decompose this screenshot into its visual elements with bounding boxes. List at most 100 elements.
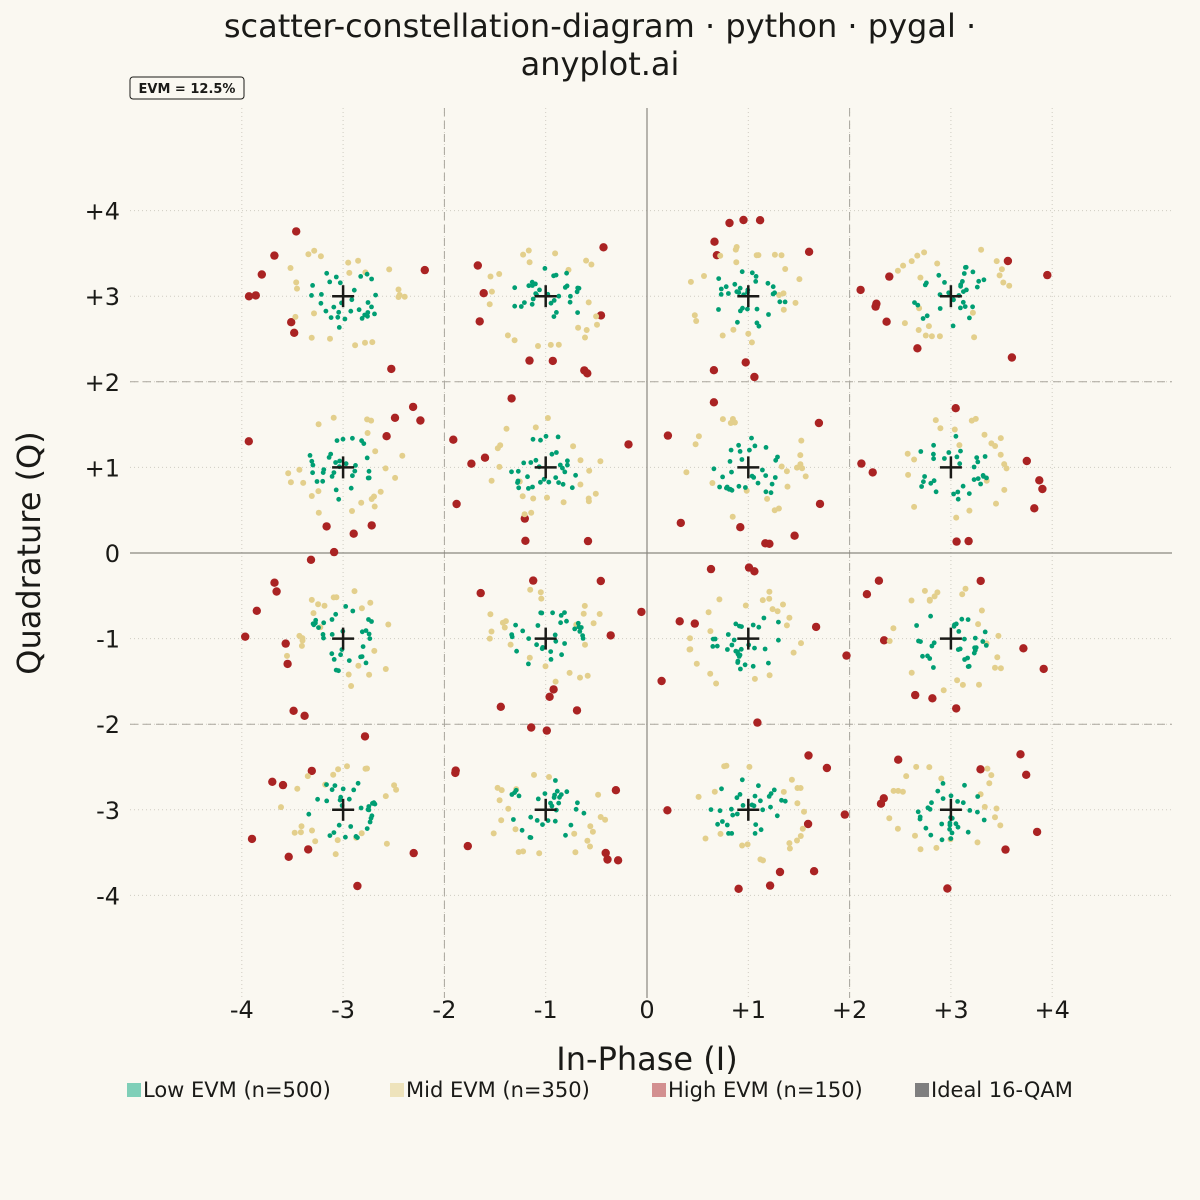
data-point: [913, 344, 922, 353]
data-point: [763, 489, 769, 495]
data-point: [358, 274, 364, 279]
data-point: [330, 771, 337, 778]
data-point: [759, 597, 766, 604]
data-point: [549, 685, 558, 694]
data-point: [743, 485, 748, 490]
data-point: [504, 332, 511, 339]
data-point: [552, 632, 558, 638]
data-point: [933, 489, 939, 495]
data-point: [316, 625, 321, 630]
data-point: [529, 576, 538, 585]
data-point: [330, 414, 337, 421]
data-point: [525, 474, 530, 480]
data-point: [321, 602, 328, 609]
data-point: [716, 307, 721, 312]
data-point: [936, 272, 942, 278]
data-point: [994, 654, 1001, 661]
y-tick-label: +1: [85, 454, 120, 482]
data-point: [756, 624, 762, 630]
data-point: [520, 251, 527, 258]
data-point: [317, 253, 324, 260]
data-point: [310, 283, 315, 288]
data-point: [749, 270, 755, 276]
ideal-point-marker: [939, 627, 962, 650]
data-point: [366, 671, 373, 678]
data-point: [982, 454, 988, 459]
data-point: [958, 283, 963, 289]
data-point: [736, 442, 741, 448]
data-point: [963, 264, 969, 270]
data-point: [814, 418, 824, 428]
data-point: [753, 718, 762, 727]
data-point: [937, 306, 943, 311]
data-point: [550, 610, 555, 616]
data-point: [956, 629, 962, 634]
data-point: [309, 458, 315, 464]
data-point: [736, 483, 742, 489]
ideal-point-marker: [332, 456, 355, 479]
data-point: [329, 632, 335, 637]
data-point: [356, 307, 362, 313]
data-point: [797, 452, 804, 459]
data-point: [954, 454, 960, 460]
x-tick-label: +4: [1035, 996, 1070, 1024]
data-point: [583, 327, 590, 333]
data-point: [957, 461, 963, 467]
data-point: [758, 827, 764, 833]
data-point: [804, 751, 813, 760]
data-point: [351, 588, 358, 595]
data-point: [557, 462, 563, 468]
data-point: [582, 641, 588, 648]
data-point: [984, 765, 991, 772]
data-point: [981, 277, 987, 283]
data-point: [950, 323, 956, 329]
data-point: [894, 755, 903, 764]
data-point: [976, 681, 982, 688]
data-point: [553, 475, 559, 480]
data-point: [755, 480, 761, 486]
data-point: [369, 276, 374, 282]
data-point: [365, 475, 371, 481]
data-point: [934, 589, 941, 596]
data-point: [905, 471, 912, 478]
data-point: [562, 641, 567, 646]
data-point: [382, 465, 389, 472]
data-point: [757, 856, 764, 863]
data-point: [382, 666, 389, 672]
data-point: [565, 458, 570, 464]
data-point: [366, 468, 372, 474]
data-point: [948, 793, 954, 799]
data-point: [553, 638, 559, 644]
data-point: [353, 881, 362, 891]
data-point: [1039, 664, 1048, 674]
data-point: [594, 321, 600, 328]
data-point: [349, 508, 355, 514]
data-point: [730, 326, 737, 333]
data-point: [752, 793, 758, 799]
data-point: [809, 867, 819, 876]
data-point: [329, 651, 335, 657]
data-point: [294, 785, 301, 792]
data-point: [922, 474, 927, 479]
data-point: [569, 485, 575, 491]
evm-annotation-text: EVM = 12.5%: [139, 82, 236, 97]
data-point: [946, 450, 952, 455]
data-point: [717, 808, 723, 814]
data-point: [583, 257, 590, 264]
data-point: [512, 285, 518, 291]
data-point: [315, 796, 320, 802]
data-point: [914, 623, 919, 628]
data-point: [560, 481, 566, 487]
data-point: [997, 435, 1004, 442]
legend-swatch: [390, 1083, 404, 1097]
data-point: [522, 300, 527, 305]
data-point: [908, 669, 915, 676]
data-point: [350, 435, 355, 441]
legend-label: Low EVM (n=500): [143, 1078, 331, 1102]
data-point: [739, 269, 745, 275]
data-point: [251, 291, 260, 300]
data-point: [931, 640, 937, 646]
data-point: [558, 613, 564, 618]
data-point: [324, 782, 329, 787]
data-point: [395, 286, 402, 293]
